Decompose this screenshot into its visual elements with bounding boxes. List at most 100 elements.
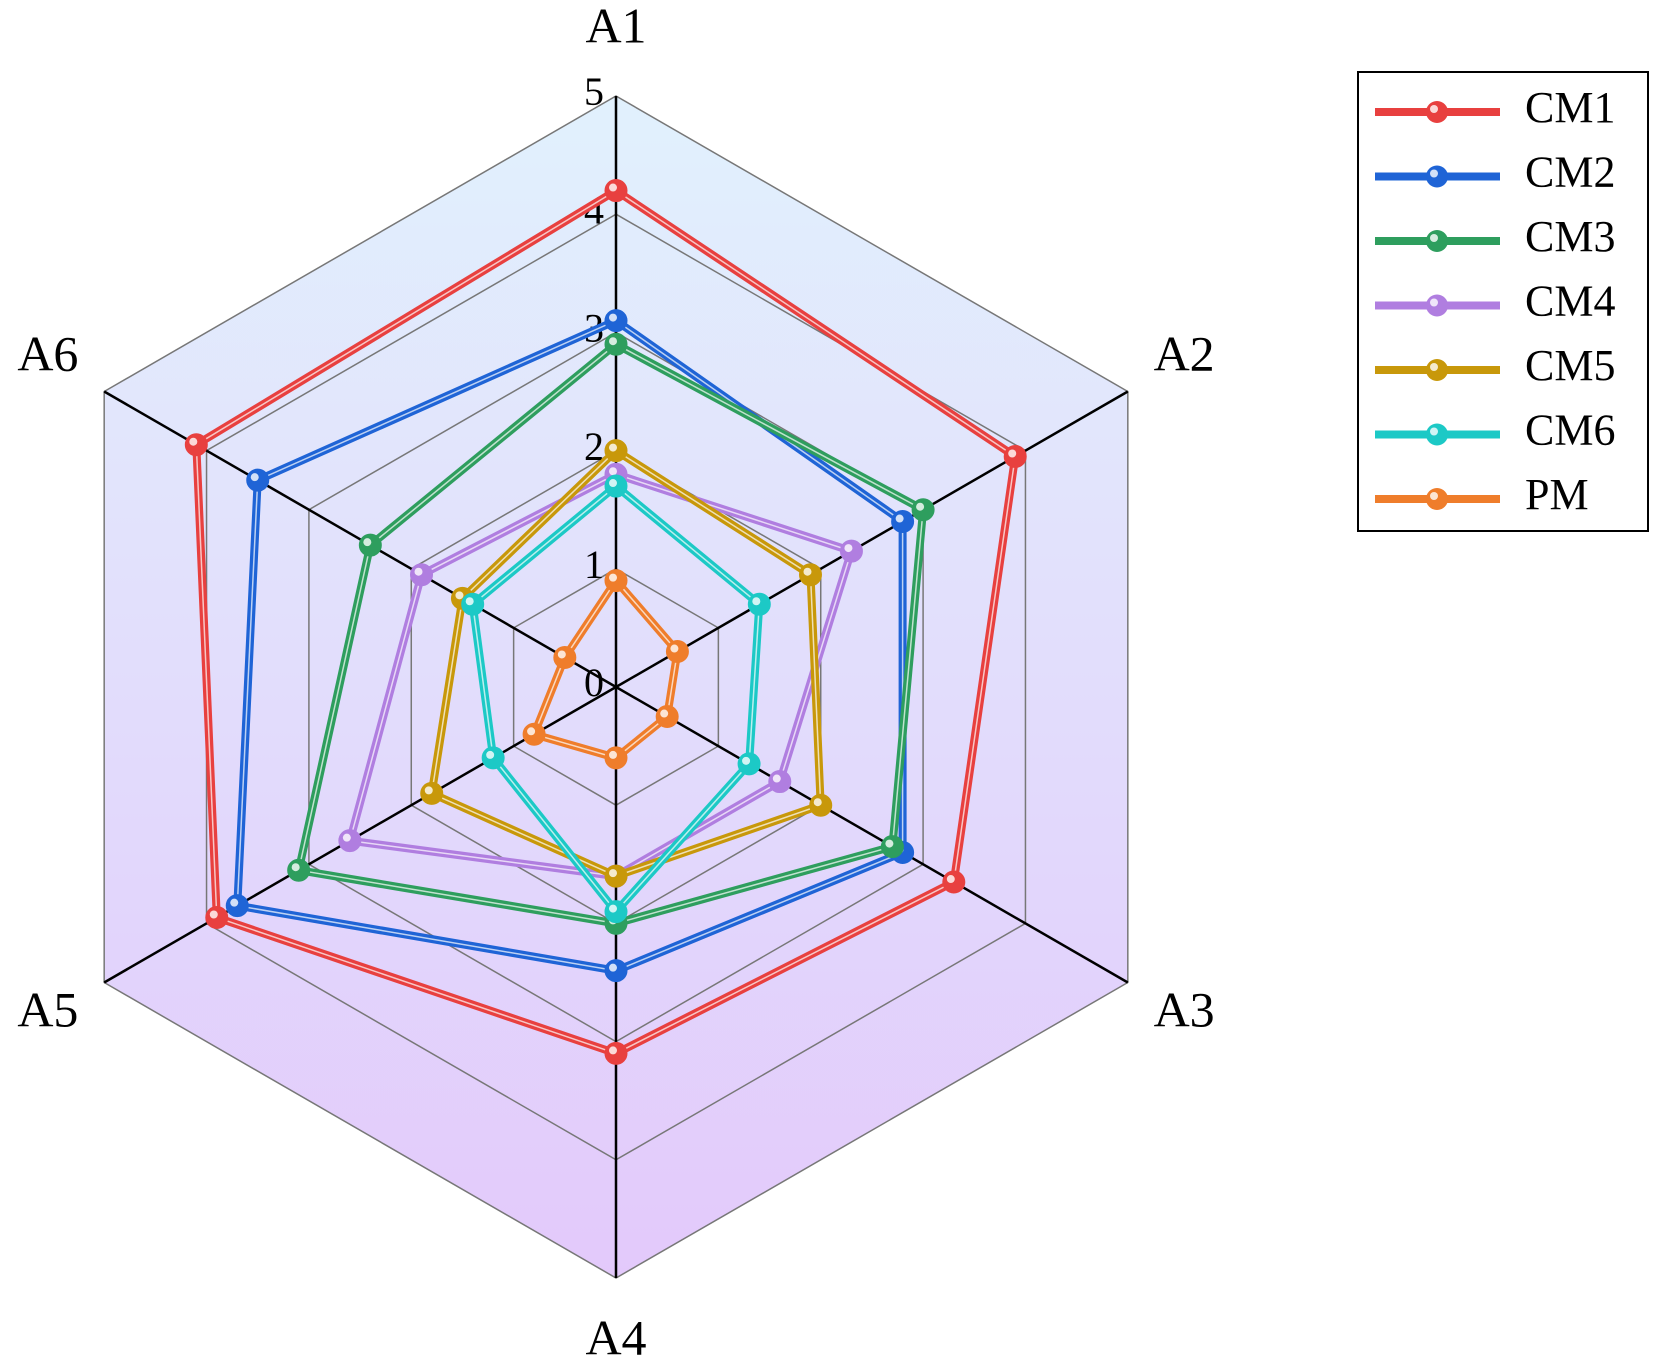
marker-shine <box>916 502 925 511</box>
marker <box>604 332 628 356</box>
marker <box>205 905 229 929</box>
marker-shine <box>742 756 751 765</box>
marker-shine <box>230 898 239 907</box>
marker-shine <box>527 727 536 736</box>
marker <box>225 894 249 918</box>
marker <box>604 864 628 888</box>
marker-shine <box>885 839 894 848</box>
marker <box>184 433 208 457</box>
category-label: A5 <box>17 981 78 1037</box>
marker <box>798 563 822 587</box>
marker-shine <box>660 709 669 718</box>
marker <box>604 959 628 983</box>
marker <box>358 533 382 557</box>
marker <box>891 510 915 534</box>
marker-shine <box>455 591 464 600</box>
marker-shine <box>1008 449 1017 458</box>
marker <box>246 468 270 492</box>
legend-label: PM <box>1525 470 1589 519</box>
legend-label: CM2 <box>1525 148 1615 197</box>
legend-marker <box>1426 101 1448 123</box>
marker <box>604 900 628 924</box>
marker <box>809 793 833 817</box>
legend-marker-shine <box>1430 169 1438 178</box>
marker-shine <box>609 467 617 476</box>
marker <box>604 309 628 333</box>
category-label: A2 <box>1154 325 1215 381</box>
legend-marker <box>1426 294 1448 317</box>
legend-marker <box>1426 165 1448 188</box>
marker <box>461 592 485 616</box>
marker <box>747 592 771 616</box>
marker <box>942 870 966 894</box>
marker <box>522 722 546 746</box>
legend-marker <box>1426 488 1448 510</box>
marker-shine <box>609 904 617 913</box>
marker-shine <box>609 869 617 878</box>
marker <box>410 563 434 587</box>
marker-shine <box>465 597 474 606</box>
marker-shine <box>609 963 617 972</box>
marker <box>604 179 628 203</box>
marker-shine <box>609 183 617 192</box>
category-label: A3 <box>1154 981 1215 1037</box>
axis-spoke <box>615 685 1129 984</box>
tick-label: 1 <box>584 542 604 587</box>
marker-shine <box>609 750 617 759</box>
legend-marker-shine <box>1430 298 1438 307</box>
marker-shine <box>772 774 781 783</box>
axis-spoke <box>615 390 1129 689</box>
marker <box>338 829 362 853</box>
marker <box>737 752 761 776</box>
marker <box>287 858 311 882</box>
legend-marker <box>1426 359 1448 381</box>
marker <box>604 439 628 463</box>
marker-shine <box>670 644 679 653</box>
marker-shine <box>609 479 617 488</box>
marker-shine <box>609 573 617 582</box>
marker-shine <box>486 750 495 759</box>
category-label: A6 <box>17 325 78 381</box>
marker-shine <box>844 544 853 553</box>
marker-shine <box>609 443 617 452</box>
marker-shine <box>609 1046 617 1055</box>
marker <box>481 746 505 770</box>
legend-label: CM5 <box>1525 341 1615 390</box>
marker <box>911 498 935 522</box>
marker <box>880 835 904 859</box>
marker-shine <box>557 650 566 659</box>
legend-marker-shine <box>1430 427 1438 436</box>
tick-label: 2 <box>584 424 604 469</box>
marker-shine <box>609 337 617 346</box>
marker-shine <box>813 798 822 807</box>
marker <box>655 705 679 729</box>
category-label: A4 <box>585 1309 646 1360</box>
marker-shine <box>342 833 351 842</box>
legend-marker <box>1426 423 1448 446</box>
marker <box>604 474 628 498</box>
marker-shine <box>414 567 423 576</box>
marker <box>604 569 628 593</box>
marker <box>768 770 792 794</box>
legend-marker-shine <box>1430 492 1438 500</box>
legend-marker-shine <box>1430 105 1438 113</box>
marker-shine <box>291 863 300 872</box>
legend-label: CM6 <box>1525 406 1615 455</box>
legend-label: CM3 <box>1525 212 1615 261</box>
marker-shine <box>189 437 198 446</box>
tick-label: 5 <box>584 69 604 114</box>
marker <box>665 640 689 664</box>
legend-marker <box>1426 230 1448 252</box>
legend-marker-shine <box>1430 234 1438 242</box>
tick-label: 0 <box>584 660 604 705</box>
marker-shine <box>209 910 218 919</box>
marker-shine <box>363 538 372 547</box>
category-label: A1 <box>585 0 646 53</box>
legend-marker-shine <box>1430 363 1438 371</box>
marker <box>604 746 628 770</box>
legend-label: CM4 <box>1525 277 1615 326</box>
marker-shine <box>609 313 617 322</box>
marker-shine <box>946 875 955 884</box>
